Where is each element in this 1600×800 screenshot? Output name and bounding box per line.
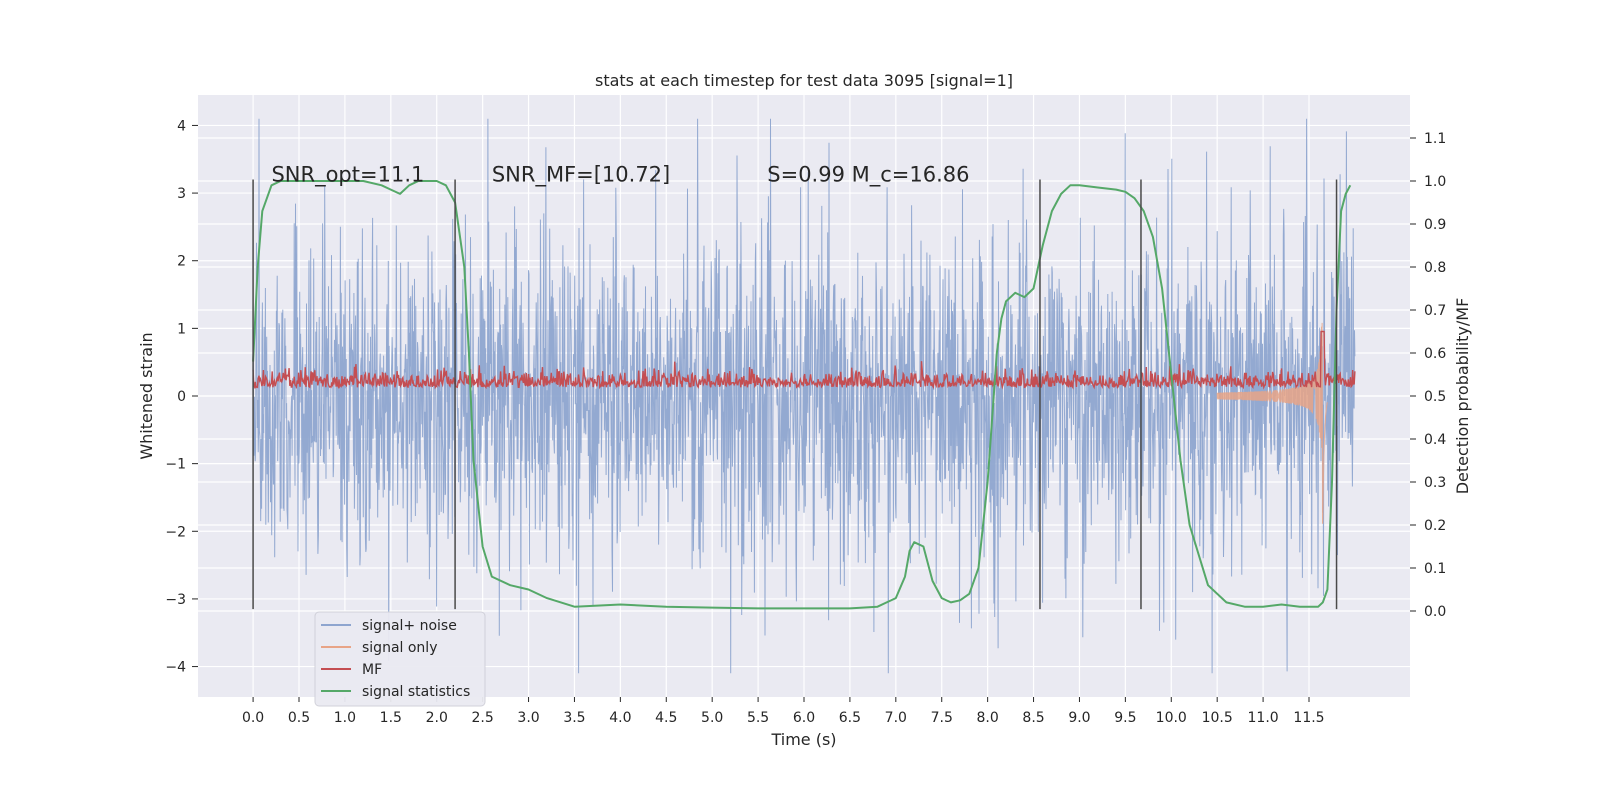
x-tick-label: 1.0: [334, 710, 356, 726]
annotation: SNR_opt=11.1: [271, 163, 424, 188]
y-tick-label: 1: [177, 321, 186, 337]
x-axis-title: Time (s): [770, 730, 836, 749]
y2-tick-label: 0.8: [1424, 260, 1446, 276]
x-tick-label: 4.0: [609, 710, 631, 726]
x-tick-label: 11.5: [1293, 710, 1324, 726]
annotations: SNR_opt=11.1 SNR_MF=[10.72] S=0.99 M_c=16.…: [271, 163, 969, 188]
y-tick-label: 4: [177, 118, 186, 134]
x-tick-label: 0.5: [288, 710, 310, 726]
legend-label: signal+ noise: [362, 618, 457, 634]
series-layer: [252, 118, 1356, 674]
series-signal-only: [1216, 322, 1328, 524]
y2-tick-label: 1.1: [1424, 131, 1446, 147]
x-tick-label: 11.0: [1248, 710, 1279, 726]
series-signal-noise: [252, 118, 1356, 674]
y-tick-label: 2: [177, 254, 186, 270]
y2-tick-label: 0.4: [1424, 432, 1446, 448]
annotation: S=0.99 M_c=16.86: [767, 163, 969, 188]
legend-label: signal statistics: [362, 684, 470, 700]
x-tick-label: 6.5: [839, 710, 861, 726]
y-tick-label: −1: [165, 457, 186, 473]
x-tick-label: 4.5: [655, 710, 677, 726]
x-tick-label: 6.0: [793, 710, 815, 726]
y2-tick-label: 1.0: [1424, 174, 1446, 190]
x-tick-label: 7.5: [931, 710, 953, 726]
annotation: SNR_MF=[10.72]: [492, 163, 670, 188]
legend-label: MF: [362, 662, 382, 678]
x-tick-label: 10.0: [1156, 710, 1187, 726]
y2-tick-label: 0.9: [1424, 217, 1446, 233]
legend-box: [314, 611, 486, 707]
legend-label: signal only: [362, 640, 437, 656]
y-tick-label: −3: [165, 592, 186, 608]
legend: signal+ noise signal only MF signal statist…: [314, 611, 486, 707]
x-tick-label: 8.0: [977, 710, 999, 726]
y-axis-title: Whitened strain: [137, 332, 156, 459]
segment-lines: [252, 179, 1338, 610]
x-tick-label: 8.5: [1022, 710, 1044, 726]
x-tick-label: 5.5: [747, 710, 769, 726]
y2-tick-label: 0.7: [1424, 303, 1446, 319]
y2-tick-label: 0.2: [1424, 518, 1446, 534]
grid: [198, 95, 1410, 697]
chart-title: stats at each timestep for test data 309…: [595, 71, 1013, 90]
x-tick-label: 2.0: [426, 710, 448, 726]
y2-tick-label: 0.3: [1424, 475, 1446, 491]
y2-tick-label: 0.6: [1424, 346, 1446, 362]
x-tick-label: 2.5: [472, 710, 494, 726]
x-tick-label: 0.0: [242, 710, 264, 726]
x-tick-label: 1.5: [380, 710, 402, 726]
x-tick-label: 9.0: [1068, 710, 1090, 726]
x-tick-label: 10.5: [1202, 710, 1233, 726]
y2-tick-label: 0.1: [1424, 561, 1446, 577]
x-tick-label: 3.0: [517, 710, 539, 726]
y-tick-label: 3: [177, 186, 186, 202]
y2-tick-label: 0.5: [1424, 389, 1446, 405]
x-tick-label: 7.0: [885, 710, 907, 726]
axes: 0.0 0.5 1.0 1.5 2.0 2.5 3.0 3.5 4.0 4.5 5.0 5.5 6.0 6…: [165, 118, 1446, 726]
y2-tick-label: 0.0: [1424, 604, 1446, 620]
y-tick-label: −4: [165, 660, 186, 676]
series-mf: [252, 330, 1356, 390]
x-tick-label: 3.5: [563, 710, 585, 726]
series-signal-statistics: [252, 180, 1352, 610]
y2-axis-title: Detection probability/MF: [1453, 298, 1472, 495]
x-tick-label: 5.0: [701, 710, 723, 726]
y-tick-label: 0: [177, 389, 186, 405]
x-tick-label: 9.5: [1114, 710, 1136, 726]
y-tick-label: −2: [165, 524, 186, 540]
